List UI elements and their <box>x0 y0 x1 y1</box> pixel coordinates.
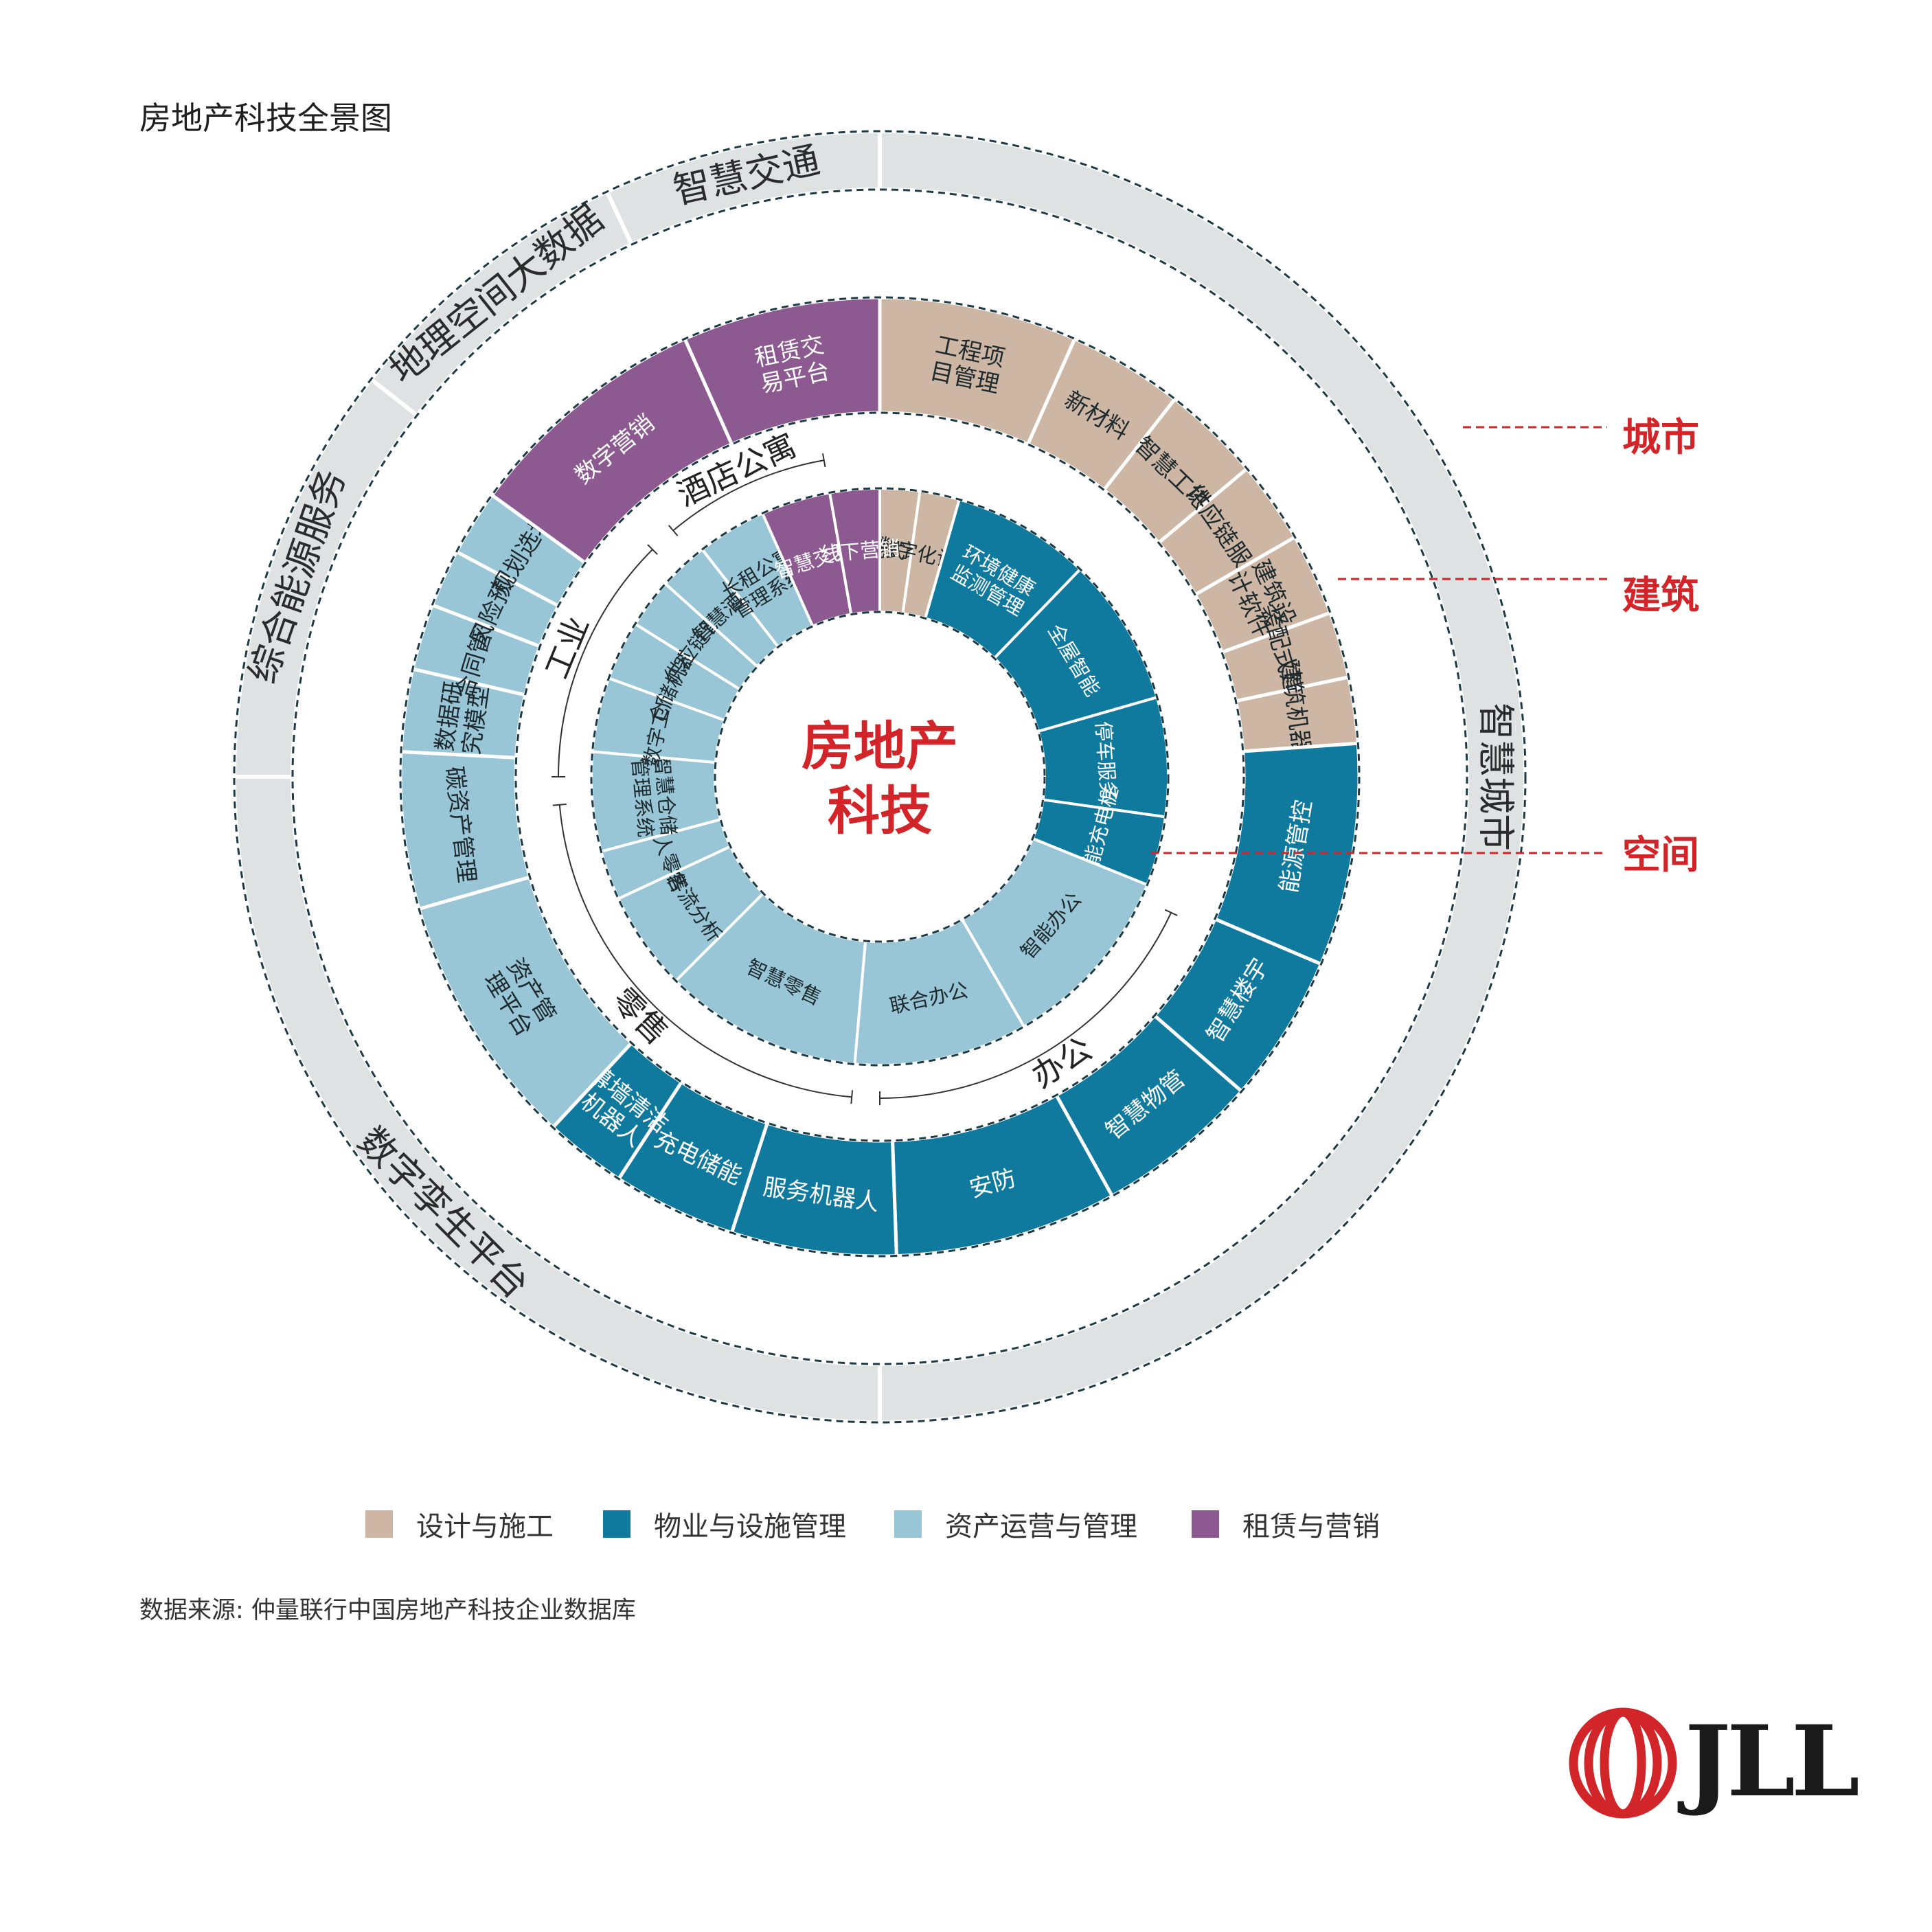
jll-logo: JLL <box>1568 1706 1860 1820</box>
legend-label: 物业与设施管理 <box>654 1511 846 1543</box>
legend: 设计与施工 物业与设施管理 资产运营与管理 租赁与营销 <box>0 1504 1932 1545</box>
legend-item-design: 设计与施工 <box>365 1504 554 1544</box>
middle-ring-border <box>399 296 1361 1258</box>
outer-ring-label: 地理空间大数据 <box>381 197 611 393</box>
legend-label: 租赁与营销 <box>1242 1511 1380 1543</box>
inner-ring: 装配式装修数字化设计环境健康监测管理全屋智能停车服务智能充电桩智能办公联合办公智… <box>590 486 1170 1067</box>
outer-ring-segment[interactable] <box>231 376 420 779</box>
outer-ring-label: 数字孪生平台 <box>350 1119 538 1307</box>
data-source-note: 数据来源: 仲量联行中国房地产科技企业数据库 <box>139 1597 636 1624</box>
legend-item-property: 物业与设施管理 <box>603 1504 846 1544</box>
middle-ring: 工程项目管理新材料智慧工地供应链服务建筑设计软件装配式建造建筑机器人能源管控智慧… <box>398 295 1361 1258</box>
jll-swirl-icon <box>1569 1707 1677 1819</box>
legend-item-asset: 资产运营与管理 <box>894 1504 1137 1544</box>
side-label-city: 城市 <box>1622 416 1699 460</box>
level-leader-lines <box>1150 426 1607 854</box>
inner-ring-label: 停车服务 <box>1091 720 1120 802</box>
sector-office-arc <box>879 912 1172 1099</box>
outer-ring-label: 智慧城市 <box>1475 703 1518 851</box>
sector-industrial-arc <box>558 549 653 777</box>
outer-ring-border <box>291 188 1468 1365</box>
side-label-building: 建筑 <box>1622 573 1699 618</box>
inner-ring-border <box>590 487 1170 1067</box>
middle-ring-border <box>514 411 1245 1142</box>
sector-retail-arc <box>558 804 852 1098</box>
inner-ring-label: 智慧仓储管理系统 <box>628 755 681 838</box>
center-core: 房地产科技 <box>717 614 1043 940</box>
middle-ring-label: 租赁交易平台 <box>752 331 832 399</box>
legend-label: 设计与施工 <box>416 1511 554 1543</box>
legend-item-leasing: 租赁与营销 <box>1192 1504 1380 1544</box>
legend-swatch-property <box>603 1510 630 1538</box>
center-title-line2: 科技 <box>828 780 932 841</box>
inner-ring-border <box>714 611 1046 943</box>
legend-label: 资产运营与管理 <box>945 1511 1137 1543</box>
side-label-space: 空间 <box>1622 833 1699 878</box>
logo-wordmark: JLL <box>1685 1705 1860 1819</box>
legend-swatch-leasing <box>1192 1510 1219 1538</box>
legend-swatch-asset <box>894 1510 922 1538</box>
outer-ring-border <box>233 130 1527 1424</box>
center-title-line1: 房地产 <box>802 716 958 777</box>
sector-hotel-arc <box>672 459 824 532</box>
legend-swatch-design <box>365 1510 393 1538</box>
diagram-title: 房地产科技全景图 <box>139 100 392 137</box>
